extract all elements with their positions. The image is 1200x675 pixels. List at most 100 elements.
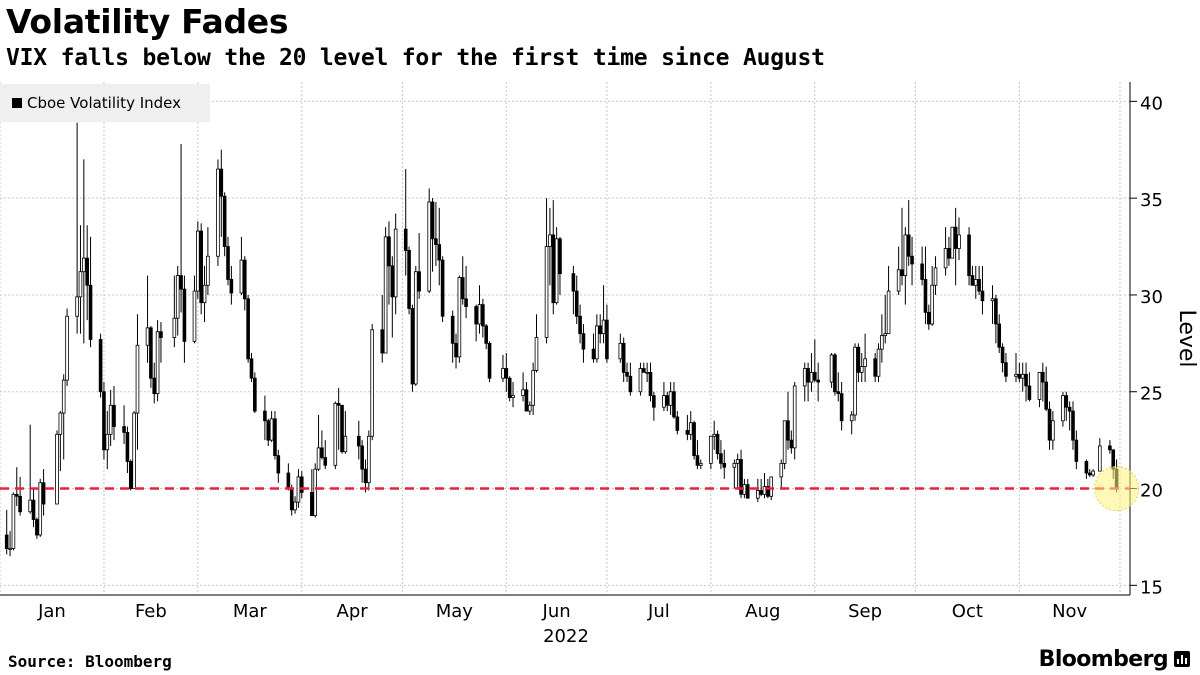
candle-body [859,366,864,373]
candle-body [903,234,908,276]
candle-body [18,495,22,513]
candle-body [551,234,556,304]
candle-body [652,395,656,408]
brand-wordmark: Bloomberg [1038,647,1169,672]
candle-body [695,455,700,466]
candle-body [450,315,455,344]
candle-body [816,379,820,383]
candle-body [574,290,579,317]
candle-body [756,490,760,499]
candle-body [648,371,653,397]
candle-body [417,271,421,292]
candle-body [990,298,995,302]
candle-body [548,234,552,247]
candle-body [950,226,955,259]
candle-body [4,534,9,549]
candle-body [286,472,291,489]
candle-body [511,395,515,398]
candle-body [923,279,928,313]
candle-body [216,168,220,257]
candle-body [554,238,559,304]
candle-body [1108,445,1112,451]
candle-body [333,402,338,466]
candle-body [487,342,492,379]
candle-body [320,447,324,458]
candle-body [38,482,43,536]
y-tick-label: 35 [1140,190,1163,211]
candle-body [1091,470,1095,476]
candle-body [182,288,187,342]
candle-body [534,337,539,371]
candle-body [1074,439,1079,462]
candle-body [122,426,126,433]
candle-body [310,491,314,517]
candle-body [343,435,348,453]
highlight-marker [1094,466,1140,512]
chart-legend: Cboe Volatility Index [0,84,210,122]
candle-body [1098,445,1102,472]
candle-body [943,248,948,269]
candle-body [578,315,582,335]
x-tick-label: Nov [1052,601,1087,622]
candle-body [249,358,254,379]
candle-body [1020,373,1025,379]
y-axis-title: Level [1174,309,1199,367]
chart-title: Volatility Fades [6,2,289,41]
candle-body [263,410,267,422]
candle-body [360,445,364,470]
candle-body [403,228,408,251]
candle-body [709,435,713,464]
candle-body [1027,385,1032,400]
candle-body [601,319,606,335]
candle-body [531,370,535,406]
candle-body [692,422,696,457]
candle-body [1000,346,1005,364]
bloomberg-logo-icon [1174,651,1190,667]
candle-body [665,395,670,406]
candle-body [719,453,723,464]
candle-body [605,319,609,360]
candle-body [474,306,478,325]
candle-body [876,348,881,377]
y-tick-label: 30 [1140,287,1163,308]
candle-body [363,468,368,484]
candle-body [527,404,532,412]
candle-body [598,325,603,335]
candle-body [28,499,32,513]
candle-body [715,433,720,455]
candle-body [1041,371,1045,383]
candle-body [196,230,200,292]
candle-body [933,267,938,286]
legend-label: Cboe Volatility Index [27,94,182,112]
candle-body [112,404,116,427]
candle-body [595,325,599,360]
candle-body [809,371,814,383]
candle-body [132,412,136,489]
candle-body [591,348,596,360]
candle-body [906,234,911,257]
candle-body [88,284,93,340]
candle-body [930,284,934,325]
candle-body [699,462,703,466]
y-tick-label: 15 [1140,577,1163,598]
candle-body [977,279,981,292]
candle-body [413,271,418,385]
candle-body [427,201,431,292]
candle-body [792,385,797,449]
candle-body [1017,373,1022,379]
candle-body [675,416,680,431]
candle-body [159,331,163,338]
candle-body [1044,381,1048,410]
candle-body [370,329,374,437]
candle-body [35,519,39,536]
candle-body [219,168,224,197]
candle-body [11,493,16,549]
candle-body [524,389,529,412]
candle-body [206,255,210,286]
candle-body [78,271,83,298]
candle-body [732,462,737,468]
candle-body [316,447,321,470]
candle-body [833,354,837,393]
candle-body [970,275,975,286]
candle-body [323,457,328,466]
